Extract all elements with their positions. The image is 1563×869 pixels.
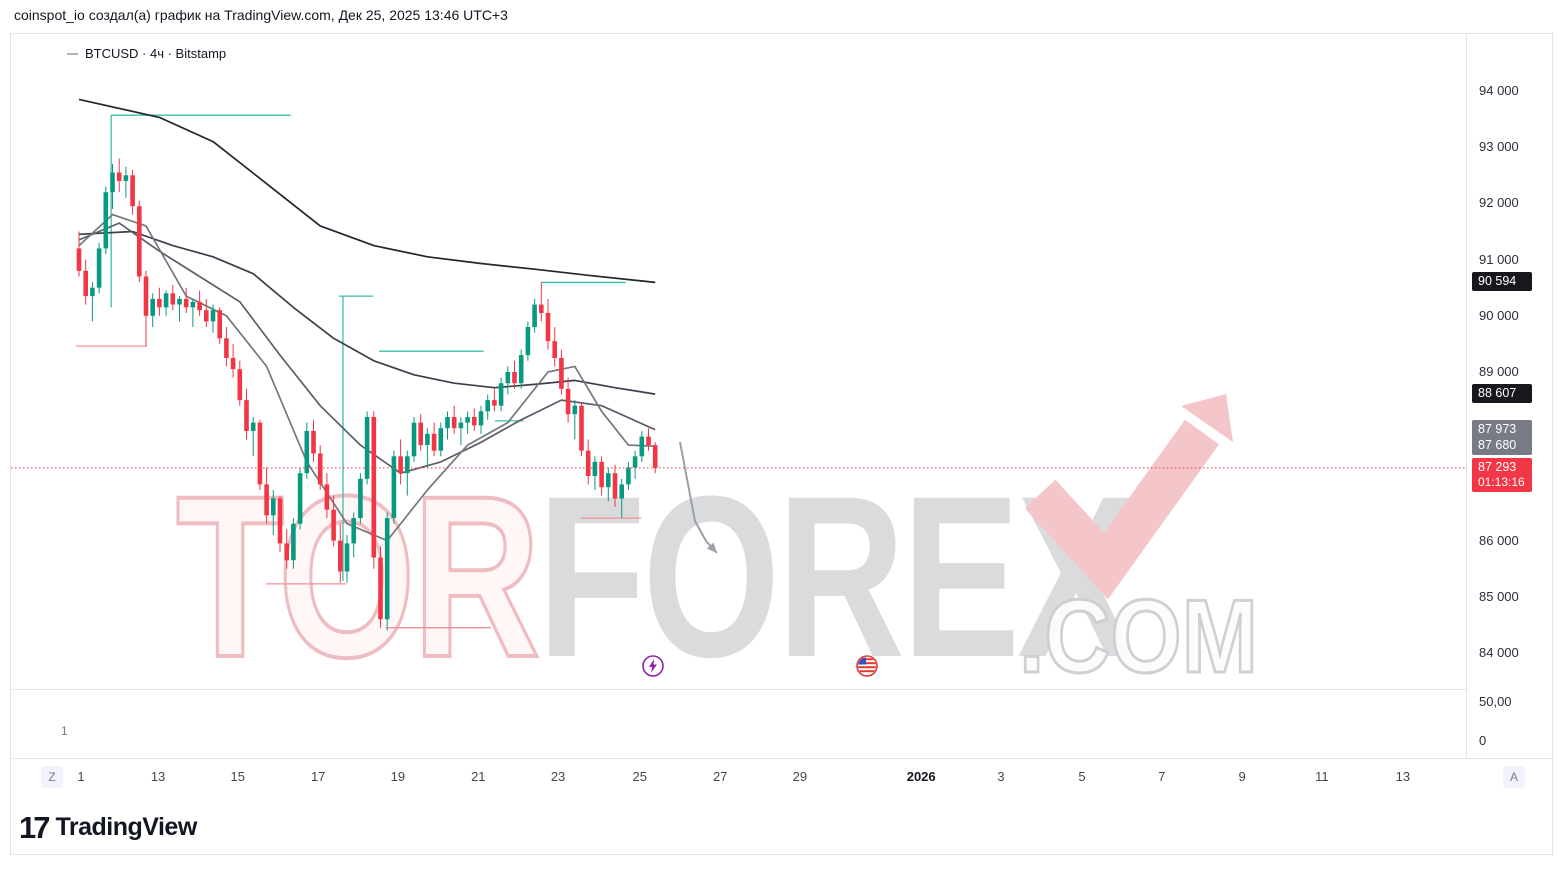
ma-price-badge: 88 607 [1472,384,1532,404]
event-us-flag-icon[interactable] [855,654,879,678]
time-tick: 7 [1158,769,1166,784]
ma-price-badge: 87 973 [1472,419,1532,439]
time-tick: 5 [1078,769,1086,784]
ma-price-badge: 90 594 [1472,272,1532,292]
current-price-badge: 87 293 01:13:16 [1472,457,1532,492]
indicator-axis-label: 50,00 [1479,694,1512,709]
time-tick: 13 [1395,769,1411,784]
time-tick: 19 [390,769,406,784]
chart-legend[interactable]: BTCUSD · 4ч · Bitstamp [67,46,226,61]
legend-title: BTCUSD · 4ч · Bitstamp [85,46,227,61]
price-tick: 91 000 [1479,251,1519,267]
time-tick: 17 [310,769,326,784]
price-tick: 90 000 [1479,307,1519,323]
time-tick: 21 [471,769,486,784]
indicator-axis-label: 0 [1479,733,1487,748]
chart-card: TORFOREX .COM BTCUSD · 4ч · Bitstamp 1 [10,33,1553,855]
price-tick: 94 000 [1479,83,1519,98]
time-tick: 29 [792,769,808,784]
pane-separator[interactable] [11,689,1552,690]
time-tick: 13 [150,769,166,784]
time-tick: 15 [230,769,246,784]
timezone-button[interactable]: Z [41,766,63,788]
time-tick: 27 [712,769,728,784]
drawing-levels [76,114,642,629]
time-axis[interactable]: Z A 1 13 15 17 19 21 23 25 27 29 2026 3 5 7 9 11 13 [11,758,1552,794]
price-tick: 89 000 [1479,364,1519,379]
price-tick: 93 000 [1479,139,1519,155]
price-tick: 85 000 [1479,588,1519,604]
watermark-arrow-icon [1026,394,1233,600]
tradingview-logo[interactable]: 17 TradingView [19,812,197,843]
watermark-com: .COM [1018,579,1260,695]
time-tick: 3 [997,769,1005,784]
attribution-text: coinspot_io создал(а) график на TradingV… [14,7,508,23]
price-tick: 92 000 [1479,195,1519,211]
price-axis[interactable]: 50,00 0 94 000 93 000 92 000 91 000 90 000 89… [1466,34,1552,758]
legend-toggle-icon[interactable] [67,52,78,55]
time-tick: 1 [77,769,85,784]
time-tick: 9 [1238,769,1246,784]
time-tick: 11 [1315,769,1329,784]
price-tick: 86 000 [1479,532,1519,548]
event-lightning-icon[interactable] [641,654,665,678]
pane-marker: 1 [61,724,68,738]
tradingview-wordmark: TradingView [55,813,197,841]
forecast-arrow [679,441,718,554]
candles [76,158,658,631]
time-tick: 25 [632,769,648,784]
price-tick: 84 000 [1479,645,1519,660]
time-tick: 2026 [906,769,936,784]
axis-auto-button[interactable]: A [1503,766,1525,788]
ma-price-badge: 87 680 [1472,436,1532,456]
price-chart[interactable] [11,34,1466,758]
tradingview-logo-icon: 17 [19,810,51,845]
forecast-arrow-head [706,542,717,553]
time-tick: 23 [550,769,566,784]
